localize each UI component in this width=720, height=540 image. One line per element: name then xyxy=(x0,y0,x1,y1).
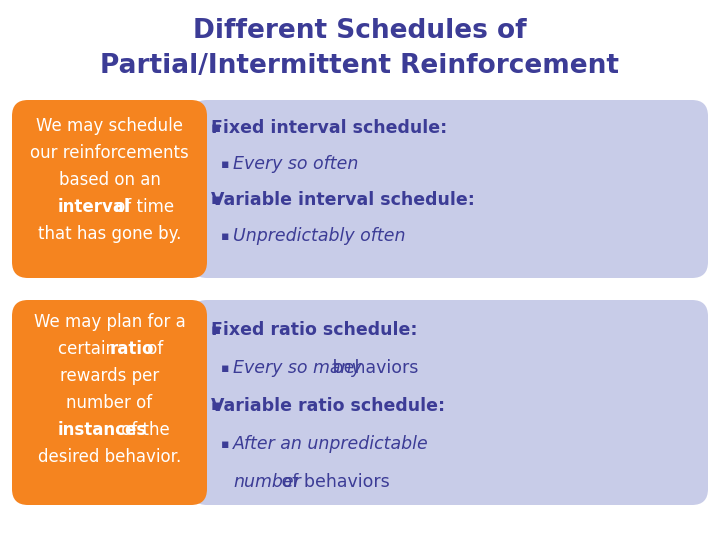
Text: ▪: ▪ xyxy=(221,437,230,450)
Text: Different Schedules of: Different Schedules of xyxy=(193,18,527,44)
Text: our reinforcements: our reinforcements xyxy=(30,144,189,162)
Text: that has gone by.: that has gone by. xyxy=(38,225,181,243)
Text: ▪: ▪ xyxy=(221,158,230,171)
Text: of the: of the xyxy=(116,421,170,439)
Text: ratio: ratio xyxy=(109,340,154,358)
Text: of time: of time xyxy=(109,198,174,216)
Text: Fixed interval schedule:: Fixed interval schedule: xyxy=(211,119,447,137)
Text: interval: interval xyxy=(58,198,130,216)
Text: certain: certain xyxy=(58,340,121,358)
Text: Variable ratio schedule:: Variable ratio schedule: xyxy=(211,397,445,415)
Text: of behaviors: of behaviors xyxy=(276,473,390,491)
Text: number of: number of xyxy=(66,394,153,412)
Text: ▪: ▪ xyxy=(221,361,230,375)
Text: instances: instances xyxy=(58,421,147,439)
FancyBboxPatch shape xyxy=(191,100,708,278)
Text: ▪: ▪ xyxy=(211,192,221,207)
Text: of: of xyxy=(142,340,163,358)
Text: Every so many: Every so many xyxy=(233,359,361,377)
Text: We may plan for a: We may plan for a xyxy=(34,313,185,331)
Text: Fixed ratio schedule:: Fixed ratio schedule: xyxy=(211,321,418,339)
FancyBboxPatch shape xyxy=(12,100,207,278)
Text: Variable interval schedule:: Variable interval schedule: xyxy=(211,191,475,209)
Text: rewards per: rewards per xyxy=(60,367,159,385)
Text: We may schedule: We may schedule xyxy=(36,117,183,135)
Text: number: number xyxy=(233,473,301,491)
Text: ▪: ▪ xyxy=(221,230,230,242)
Text: Partial/Intermittent Reinforcement: Partial/Intermittent Reinforcement xyxy=(101,53,619,79)
FancyBboxPatch shape xyxy=(12,300,207,505)
Text: behaviors: behaviors xyxy=(327,359,418,377)
Text: desired behavior.: desired behavior. xyxy=(38,448,181,466)
Text: Every so often: Every so often xyxy=(233,155,359,173)
Text: ▪: ▪ xyxy=(211,322,221,338)
Text: After an unpredictable: After an unpredictable xyxy=(233,435,428,453)
Text: based on an: based on an xyxy=(58,171,161,189)
Text: ▪: ▪ xyxy=(211,120,221,136)
FancyBboxPatch shape xyxy=(191,300,708,505)
Text: Unpredictably often: Unpredictably often xyxy=(233,227,405,245)
Text: ▪: ▪ xyxy=(211,399,221,414)
